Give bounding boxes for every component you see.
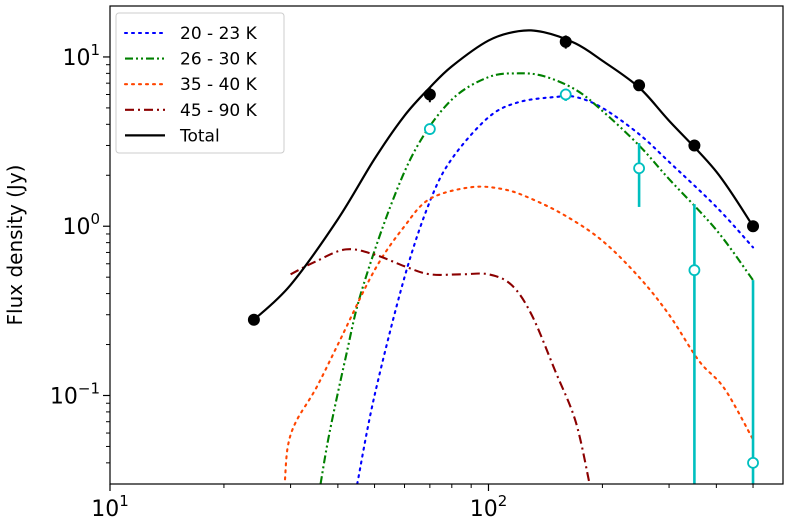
observed-point (247, 313, 260, 326)
model-point (559, 88, 572, 101)
model-point (747, 456, 759, 469)
observed-point (688, 139, 701, 152)
series-line-0 (356, 94, 755, 484)
series-line-2 (283, 185, 755, 481)
observed-point (633, 79, 646, 92)
legend-label-1: 26 - 30 K (180, 50, 258, 70)
y-axis-label: Flux density (Jy) (3, 165, 27, 326)
series-line-1 (319, 72, 754, 484)
observed-point (559, 35, 572, 48)
model-point (423, 123, 436, 135)
legend-box (115, 12, 285, 154)
x-tick-label: 101 (91, 492, 129, 522)
model-point (688, 264, 701, 277)
series-line-4 (253, 29, 754, 321)
legend-label-0: 20 - 23 K (180, 24, 258, 44)
observed-point (423, 88, 436, 101)
legend-label-2: 35 - 40 K (180, 75, 258, 95)
legend-label-3: 45 - 90 K (180, 101, 258, 121)
model-point (633, 162, 645, 175)
x-tick-label: 102 (470, 492, 508, 522)
legend: 20 - 23 K 26 - 30 K 35 - 40 K 45 - 90 K Tota… (115, 12, 285, 154)
y-tick-label: 10−1 (50, 379, 100, 409)
observed-point (747, 220, 760, 233)
legend-label-4: Total (179, 126, 220, 146)
series-line-3 (290, 248, 591, 484)
plot-frame (109, 5, 784, 485)
series-layer (253, 29, 755, 484)
axes-layer: 101 102 10−1 100 101 (50, 41, 754, 522)
points-layer (247, 35, 760, 484)
y-tick-label: 101 (62, 41, 100, 71)
y-tick-label: 100 (62, 210, 100, 240)
